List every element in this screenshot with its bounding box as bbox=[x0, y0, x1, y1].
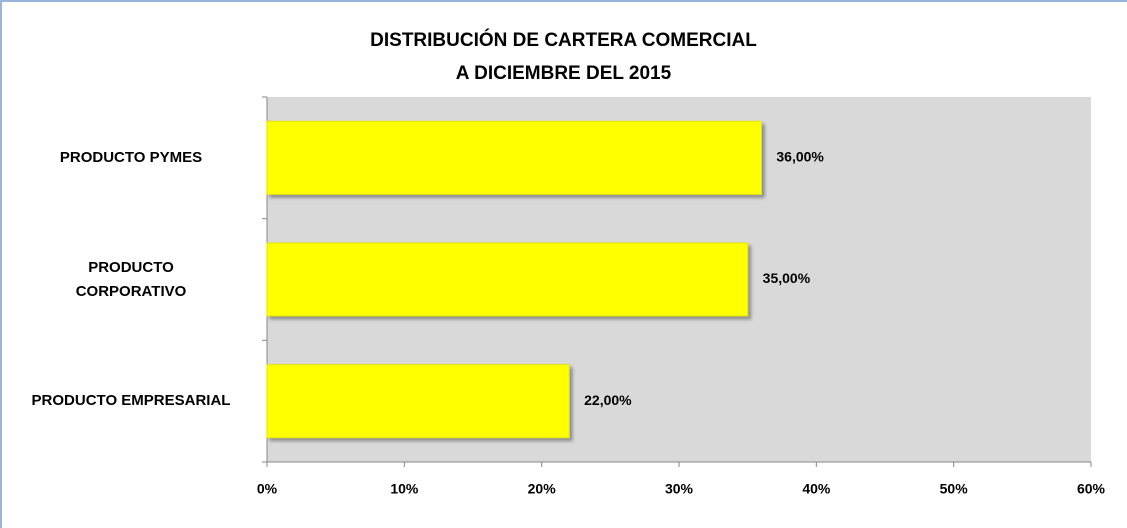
bar bbox=[266, 364, 570, 439]
x-tick-label: 50% bbox=[940, 481, 969, 497]
x-tick-label: 40% bbox=[802, 481, 831, 497]
x-tick-label: 60% bbox=[1077, 481, 1106, 497]
x-tick-label: 30% bbox=[665, 481, 694, 497]
value-label: 35,00% bbox=[763, 270, 811, 286]
y-tick-label: PRODUCTO PYMES bbox=[59, 148, 203, 166]
chart-title: DISTRIBUCIÓN DE CARTERA COMERCIAL A DICI… bbox=[370, 30, 757, 84]
bar bbox=[266, 120, 762, 195]
bar bbox=[266, 242, 749, 317]
y-tick-label: PRODUCTO CORPORATIVO bbox=[75, 258, 187, 300]
x-tick-label: 0% bbox=[257, 481, 278, 497]
y-tick-label: PRODUCTO EMPRESARIAL bbox=[31, 392, 231, 410]
value-label: 36,00% bbox=[776, 149, 824, 165]
value-label: 22,00% bbox=[584, 392, 632, 408]
x-tick-label: 20% bbox=[528, 481, 557, 497]
x-tick-label: 10% bbox=[390, 481, 419, 497]
